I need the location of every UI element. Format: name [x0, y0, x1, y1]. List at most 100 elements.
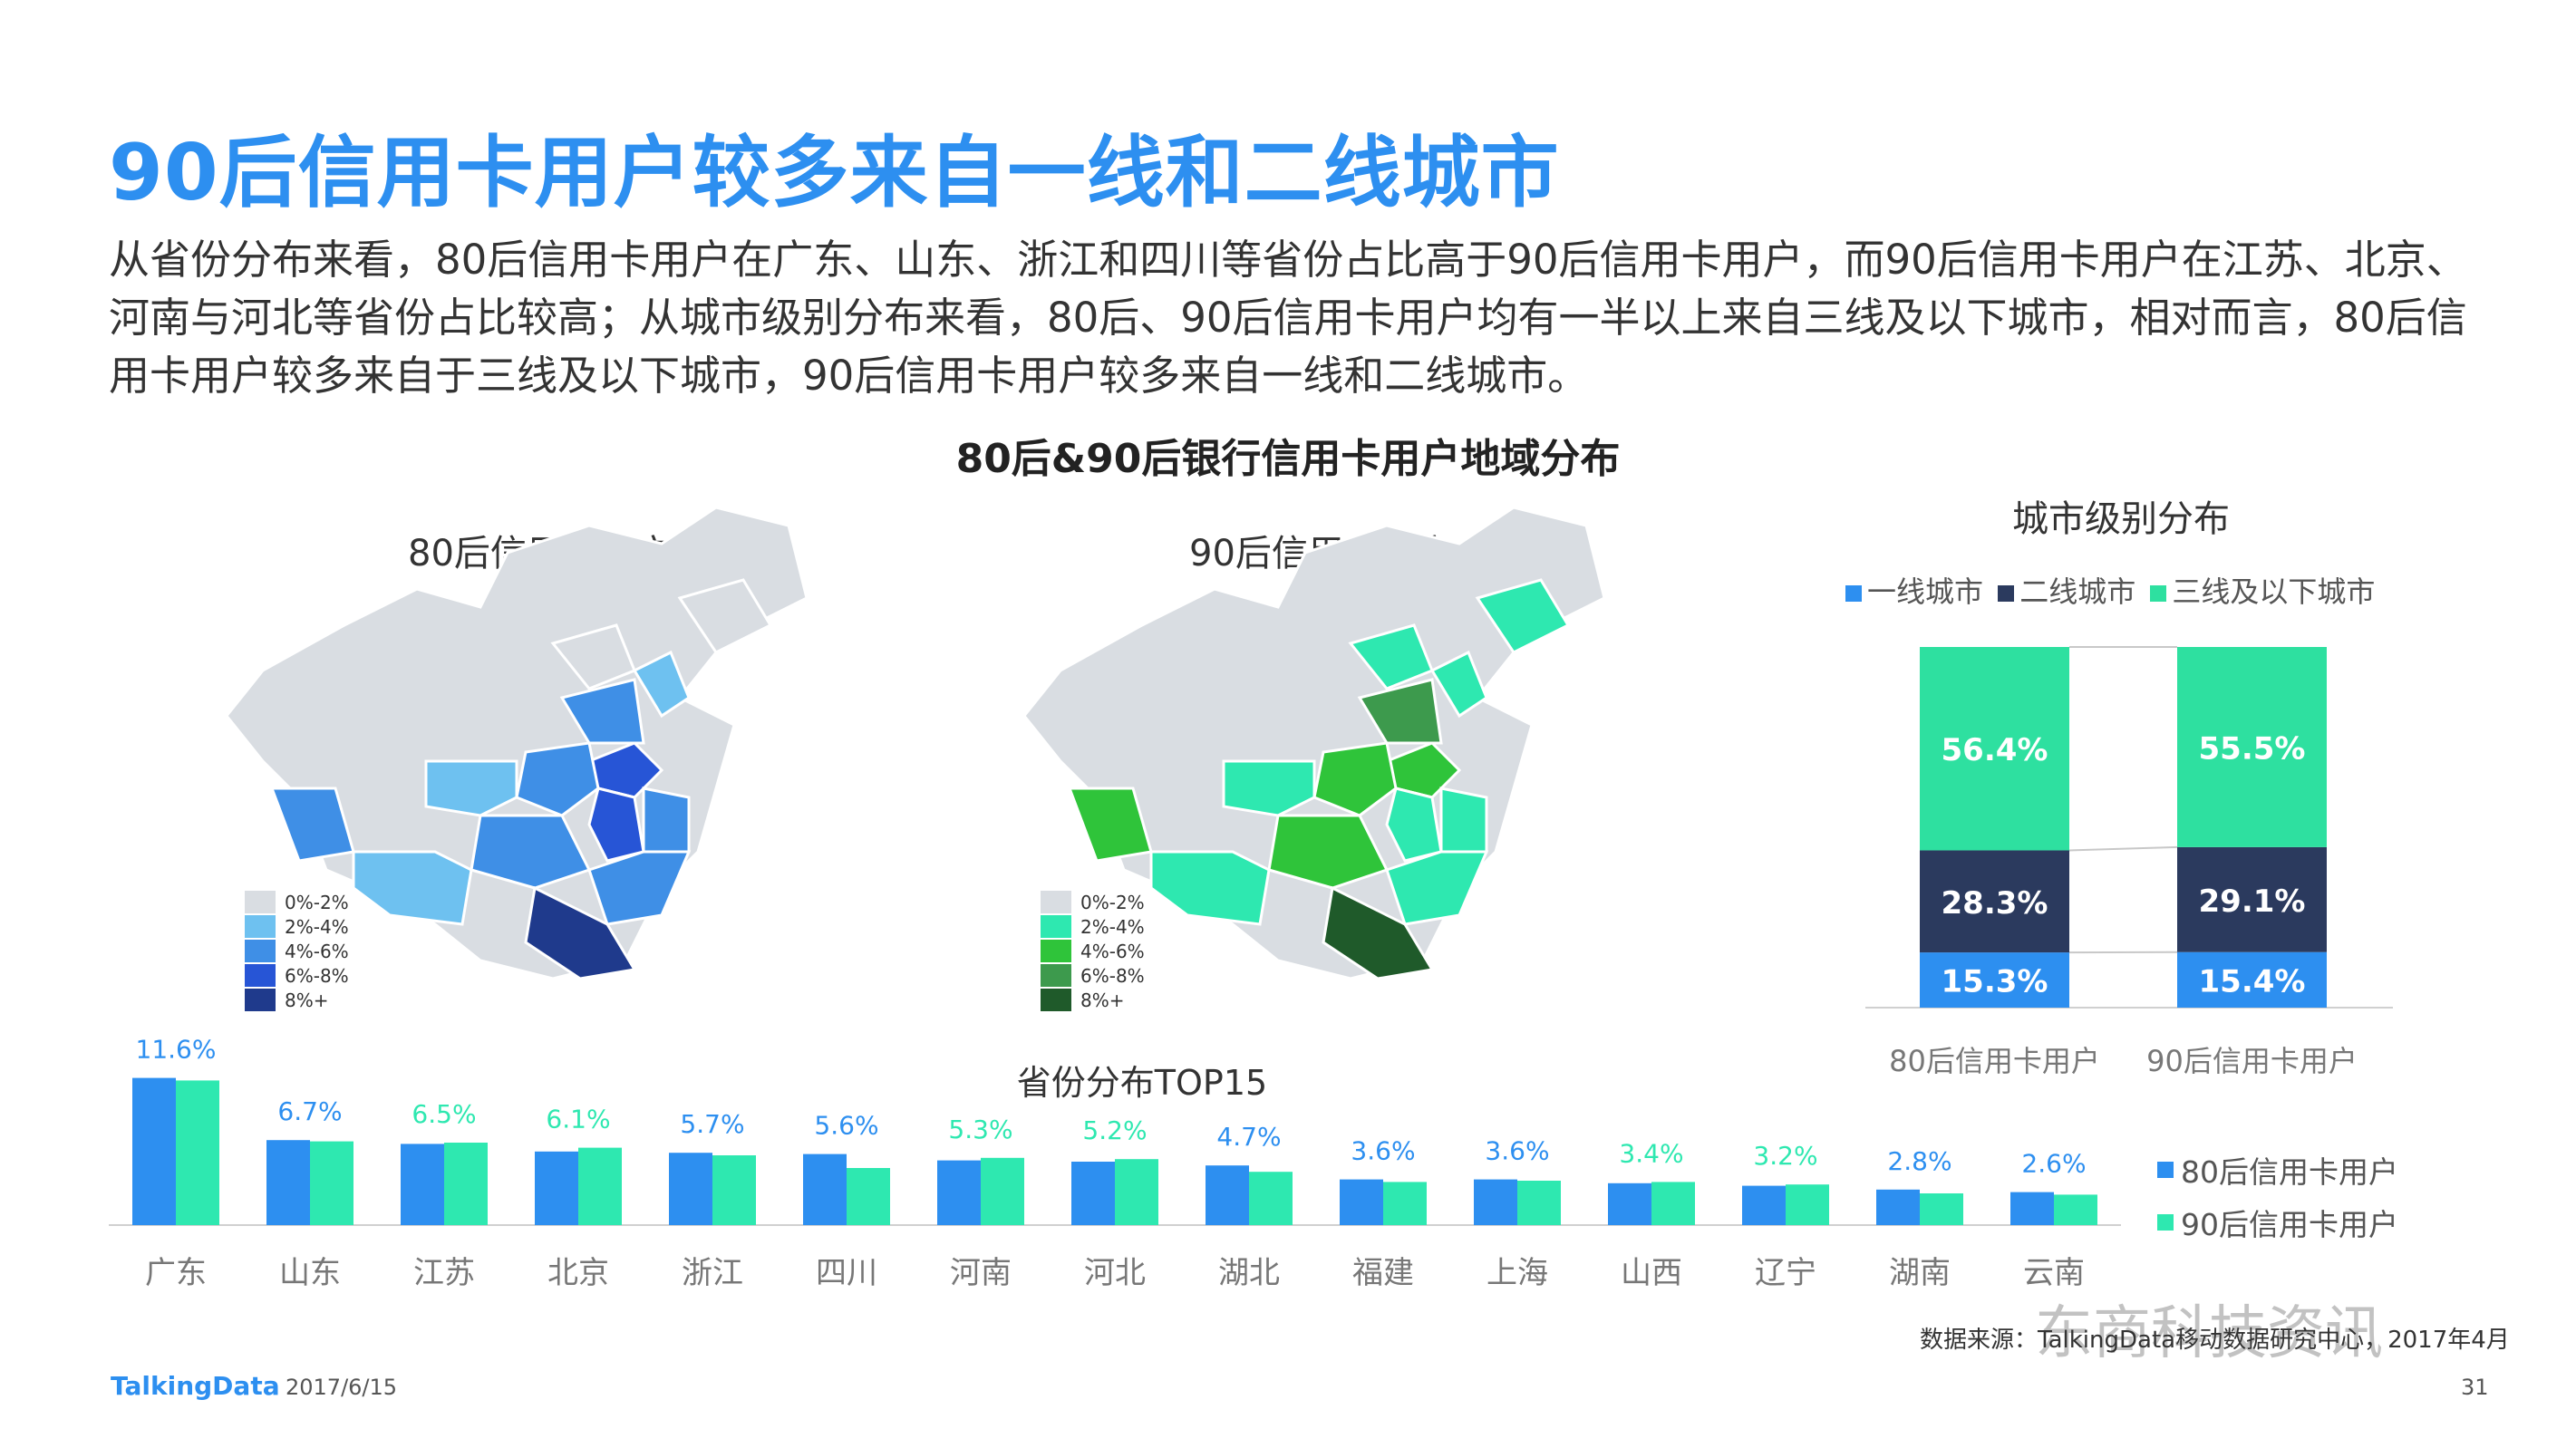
province-data-label: 3.6%: [1485, 1136, 1549, 1166]
map-province-4: [1267, 814, 1390, 890]
province-bar: [669, 1153, 712, 1225]
province-bar: [1383, 1182, 1427, 1225]
map-province-8: [1067, 787, 1153, 863]
city-data-label: 28.3%: [1942, 885, 2048, 922]
map-province-5: [1385, 850, 1489, 926]
map-legend-row: 8%+: [1041, 988, 1145, 1012]
city-bar-segment: [1920, 647, 2069, 851]
province-category-label: 山西: [1621, 1255, 1682, 1291]
city-data-label: 15.3%: [1942, 964, 2048, 1000]
legend-label-tier2: 二线城市: [2019, 574, 2136, 609]
map-legend-row: 2%-4%: [1041, 914, 1145, 939]
city-category-label: 80后信用卡用户: [1889, 1044, 2100, 1078]
map-legend-row: 6%-8%: [1041, 963, 1145, 988]
map-legend-label: 6%-8%: [285, 964, 349, 987]
province-bar: [1115, 1159, 1158, 1225]
province-category-label: 北京: [547, 1255, 609, 1291]
map-province-7: [1149, 850, 1271, 926]
province-category-label: 辽宁: [1755, 1255, 1816, 1291]
province-bar: [1920, 1193, 1963, 1225]
map-province-3: [642, 787, 691, 854]
legend-label-90s: 90后信用卡用户: [2181, 1207, 2398, 1242]
legend-swatch-80s: [2157, 1162, 2174, 1178]
province-bar: [847, 1168, 890, 1225]
province-category-label: 云南: [2023, 1255, 2085, 1291]
map-right-legend: 0%-2% 2%-4% 4%-6% 6%-8% 8%+: [1041, 890, 1145, 1012]
province-data-label: 5.3%: [948, 1115, 1012, 1144]
map-legend-label: 6%-8%: [1080, 964, 1145, 987]
map-province-4: [470, 814, 592, 890]
province-data-label: 2.8%: [1887, 1146, 1951, 1176]
city-bar-segment: [2177, 846, 2327, 952]
province-data-label: 6.5%: [412, 1099, 476, 1129]
map-legend-row: 8%+: [245, 988, 349, 1012]
province-category-label: 江苏: [413, 1255, 475, 1291]
legend-swatch-90s: [2157, 1214, 2174, 1231]
map-legend-swatch: [1041, 964, 1071, 987]
map-legend-label: 2%-4%: [285, 915, 349, 938]
legend-label-80s: 80后信用卡用户: [2181, 1154, 2398, 1190]
brand-logo: TalkingData: [111, 1371, 280, 1401]
map-province-1: [1312, 741, 1398, 817]
map-left-80s: [225, 506, 809, 980]
province-data-label: 5.7%: [680, 1109, 744, 1139]
province-bar: [2054, 1194, 2097, 1225]
city-data-label: 15.4%: [2199, 963, 2306, 999]
province-bar: [132, 1077, 176, 1225]
province-bar: [310, 1141, 353, 1225]
map-legend-swatch: [1041, 915, 1071, 938]
city-data-label: 29.1%: [2199, 883, 2306, 920]
city-bar-segment: [2177, 647, 2327, 847]
province-category-label: 广东: [145, 1255, 207, 1291]
map-province-6: [1322, 885, 1435, 980]
legend-swatch-tier3: [2150, 585, 2167, 602]
map-legend-row: 4%-6%: [1041, 939, 1145, 963]
province-bar: [803, 1154, 847, 1225]
province-bar: [578, 1147, 622, 1225]
map-legend-label: 0%-2%: [285, 891, 349, 913]
map-province-10: [1429, 650, 1488, 719]
map-legend-swatch: [245, 940, 276, 962]
map-legend-swatch: [1041, 891, 1071, 913]
province-category-label: 湖南: [1889, 1255, 1951, 1291]
province-bar: [266, 1140, 310, 1225]
legend-swatch-tier1: [1845, 585, 1862, 602]
page-title: 90后信用卡用户较多来自一线和二线城市: [109, 128, 1560, 218]
watermark: 东商科技资讯: [2035, 1300, 2383, 1367]
map-province-3: [1439, 787, 1488, 854]
province-bar: [712, 1155, 756, 1225]
province-category-label: 河北: [1084, 1255, 1146, 1291]
map-legend-swatch: [245, 915, 276, 938]
province-bar: [535, 1151, 578, 1225]
city-tier-chart: 15.3% 28.3% 56.4% 80后信用卡用户 15.4% 29.1% 55.5% 90…: [1865, 646, 2393, 1078]
province-data-label: 4.7%: [1216, 1122, 1281, 1152]
province-bar: [1608, 1183, 1651, 1225]
map-province-5: [587, 850, 692, 926]
map-legend-row: 0%-2%: [1041, 890, 1145, 914]
province-bar: [937, 1160, 981, 1225]
city-data-label: 55.5%: [2199, 730, 2306, 767]
map-province-11: [1475, 578, 1571, 654]
map-province-7: [352, 850, 473, 926]
footer-date: 2017/6/15: [286, 1375, 398, 1400]
map-legend-row: 0%-2%: [245, 890, 349, 914]
province-data-label: 6.7%: [277, 1096, 342, 1126]
map-province-6: [524, 885, 637, 980]
map-province-9: [424, 759, 518, 817]
map-legend-row: 2%-4%: [245, 914, 349, 939]
intro-paragraph: 从省份分布来看，80后信用卡用户在广东、山东、浙江和四川等省份占比高于90后信用…: [109, 236, 2467, 400]
province-bar: [1071, 1162, 1115, 1225]
data-source: 数据来源：TalkingData移动数据研究中心，2017年4月: [1920, 1327, 2510, 1354]
province-category-label: 福建: [1352, 1255, 1414, 1291]
legend-label-tier3: 三线及以下城市: [2172, 574, 2376, 609]
map-legend-label: 8%+: [285, 989, 329, 1011]
map-province-10: [632, 650, 691, 719]
city-category-label: 90后信用卡用户: [2146, 1044, 2358, 1078]
province-bar: [2010, 1192, 2054, 1225]
province-category-label: 浙江: [682, 1255, 743, 1291]
province-bar: [1474, 1179, 1517, 1225]
city-chart-legend: 一线城市 二线城市 三线及以下城市: [1840, 569, 2456, 611]
map-legend-swatch: [1041, 989, 1071, 1011]
map-province-13: [1357, 678, 1443, 745]
province-category-label: 山东: [279, 1255, 341, 1291]
